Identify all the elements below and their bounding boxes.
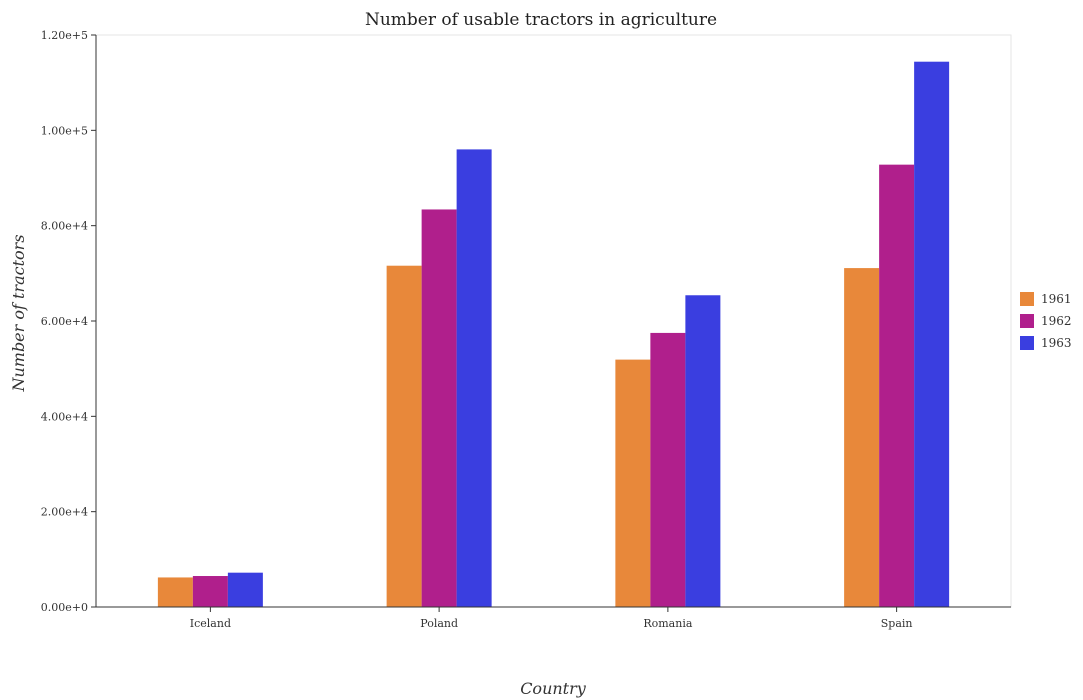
- x-tick-label: Spain: [881, 617, 913, 630]
- x-axis: Iceland Poland Romania Spain: [96, 606, 1011, 630]
- legend-label-1961: 1961: [1041, 292, 1072, 306]
- legend-label-1963: 1963: [1041, 336, 1072, 350]
- y-tick-label: 2.00e+4: [41, 506, 88, 519]
- bar-iceland-1961: [157, 577, 193, 607]
- legend-swatch-1963: [1020, 336, 1034, 350]
- bar-romania-1961: [615, 359, 651, 607]
- bar-spain-1962: [879, 164, 915, 608]
- legend-swatch-1962: [1020, 314, 1034, 328]
- x-tick-label: Poland: [420, 617, 458, 630]
- chart-title: Number of usable tractors in agriculture: [365, 10, 717, 30]
- x-tick-label: Romania: [643, 617, 692, 630]
- x-tick-label: Iceland: [190, 617, 231, 630]
- y-axis: 0.00e+0 2.00e+4 4.00e+4 6.00e+4 8.00e+4 1.00e…: [41, 29, 97, 614]
- plot-area: [95, 34, 1012, 608]
- bar-poland-1961: [386, 265, 422, 607]
- bar-poland-1963: [456, 149, 492, 607]
- y-tick-label: 6.00e+4: [41, 315, 88, 328]
- y-tick-label: 1.00e+5: [41, 124, 88, 137]
- y-tick-label: 0.00e+0: [41, 601, 88, 614]
- y-tick-label: 8.00e+4: [41, 220, 88, 233]
- y-axis-label: Number of tractors: [9, 234, 28, 392]
- bar-spain-1963: [914, 61, 950, 607]
- bar-romania-1962: [650, 332, 686, 607]
- bar-romania-1963: [685, 295, 721, 607]
- y-tick-label: 4.00e+4: [41, 410, 88, 423]
- legend-label-1962: 1962: [1041, 314, 1072, 328]
- bar-spain-1961: [844, 268, 880, 607]
- legend-swatch-1961: [1020, 292, 1034, 306]
- legend: 1961 1962 1963: [1020, 292, 1072, 350]
- bar-poland-1962: [421, 209, 457, 607]
- x-axis-label: Country: [520, 679, 587, 698]
- bar-iceland-1962: [192, 576, 228, 607]
- y-tick-label: 1.20e+5: [41, 29, 88, 42]
- bar-iceland-1963: [227, 572, 263, 607]
